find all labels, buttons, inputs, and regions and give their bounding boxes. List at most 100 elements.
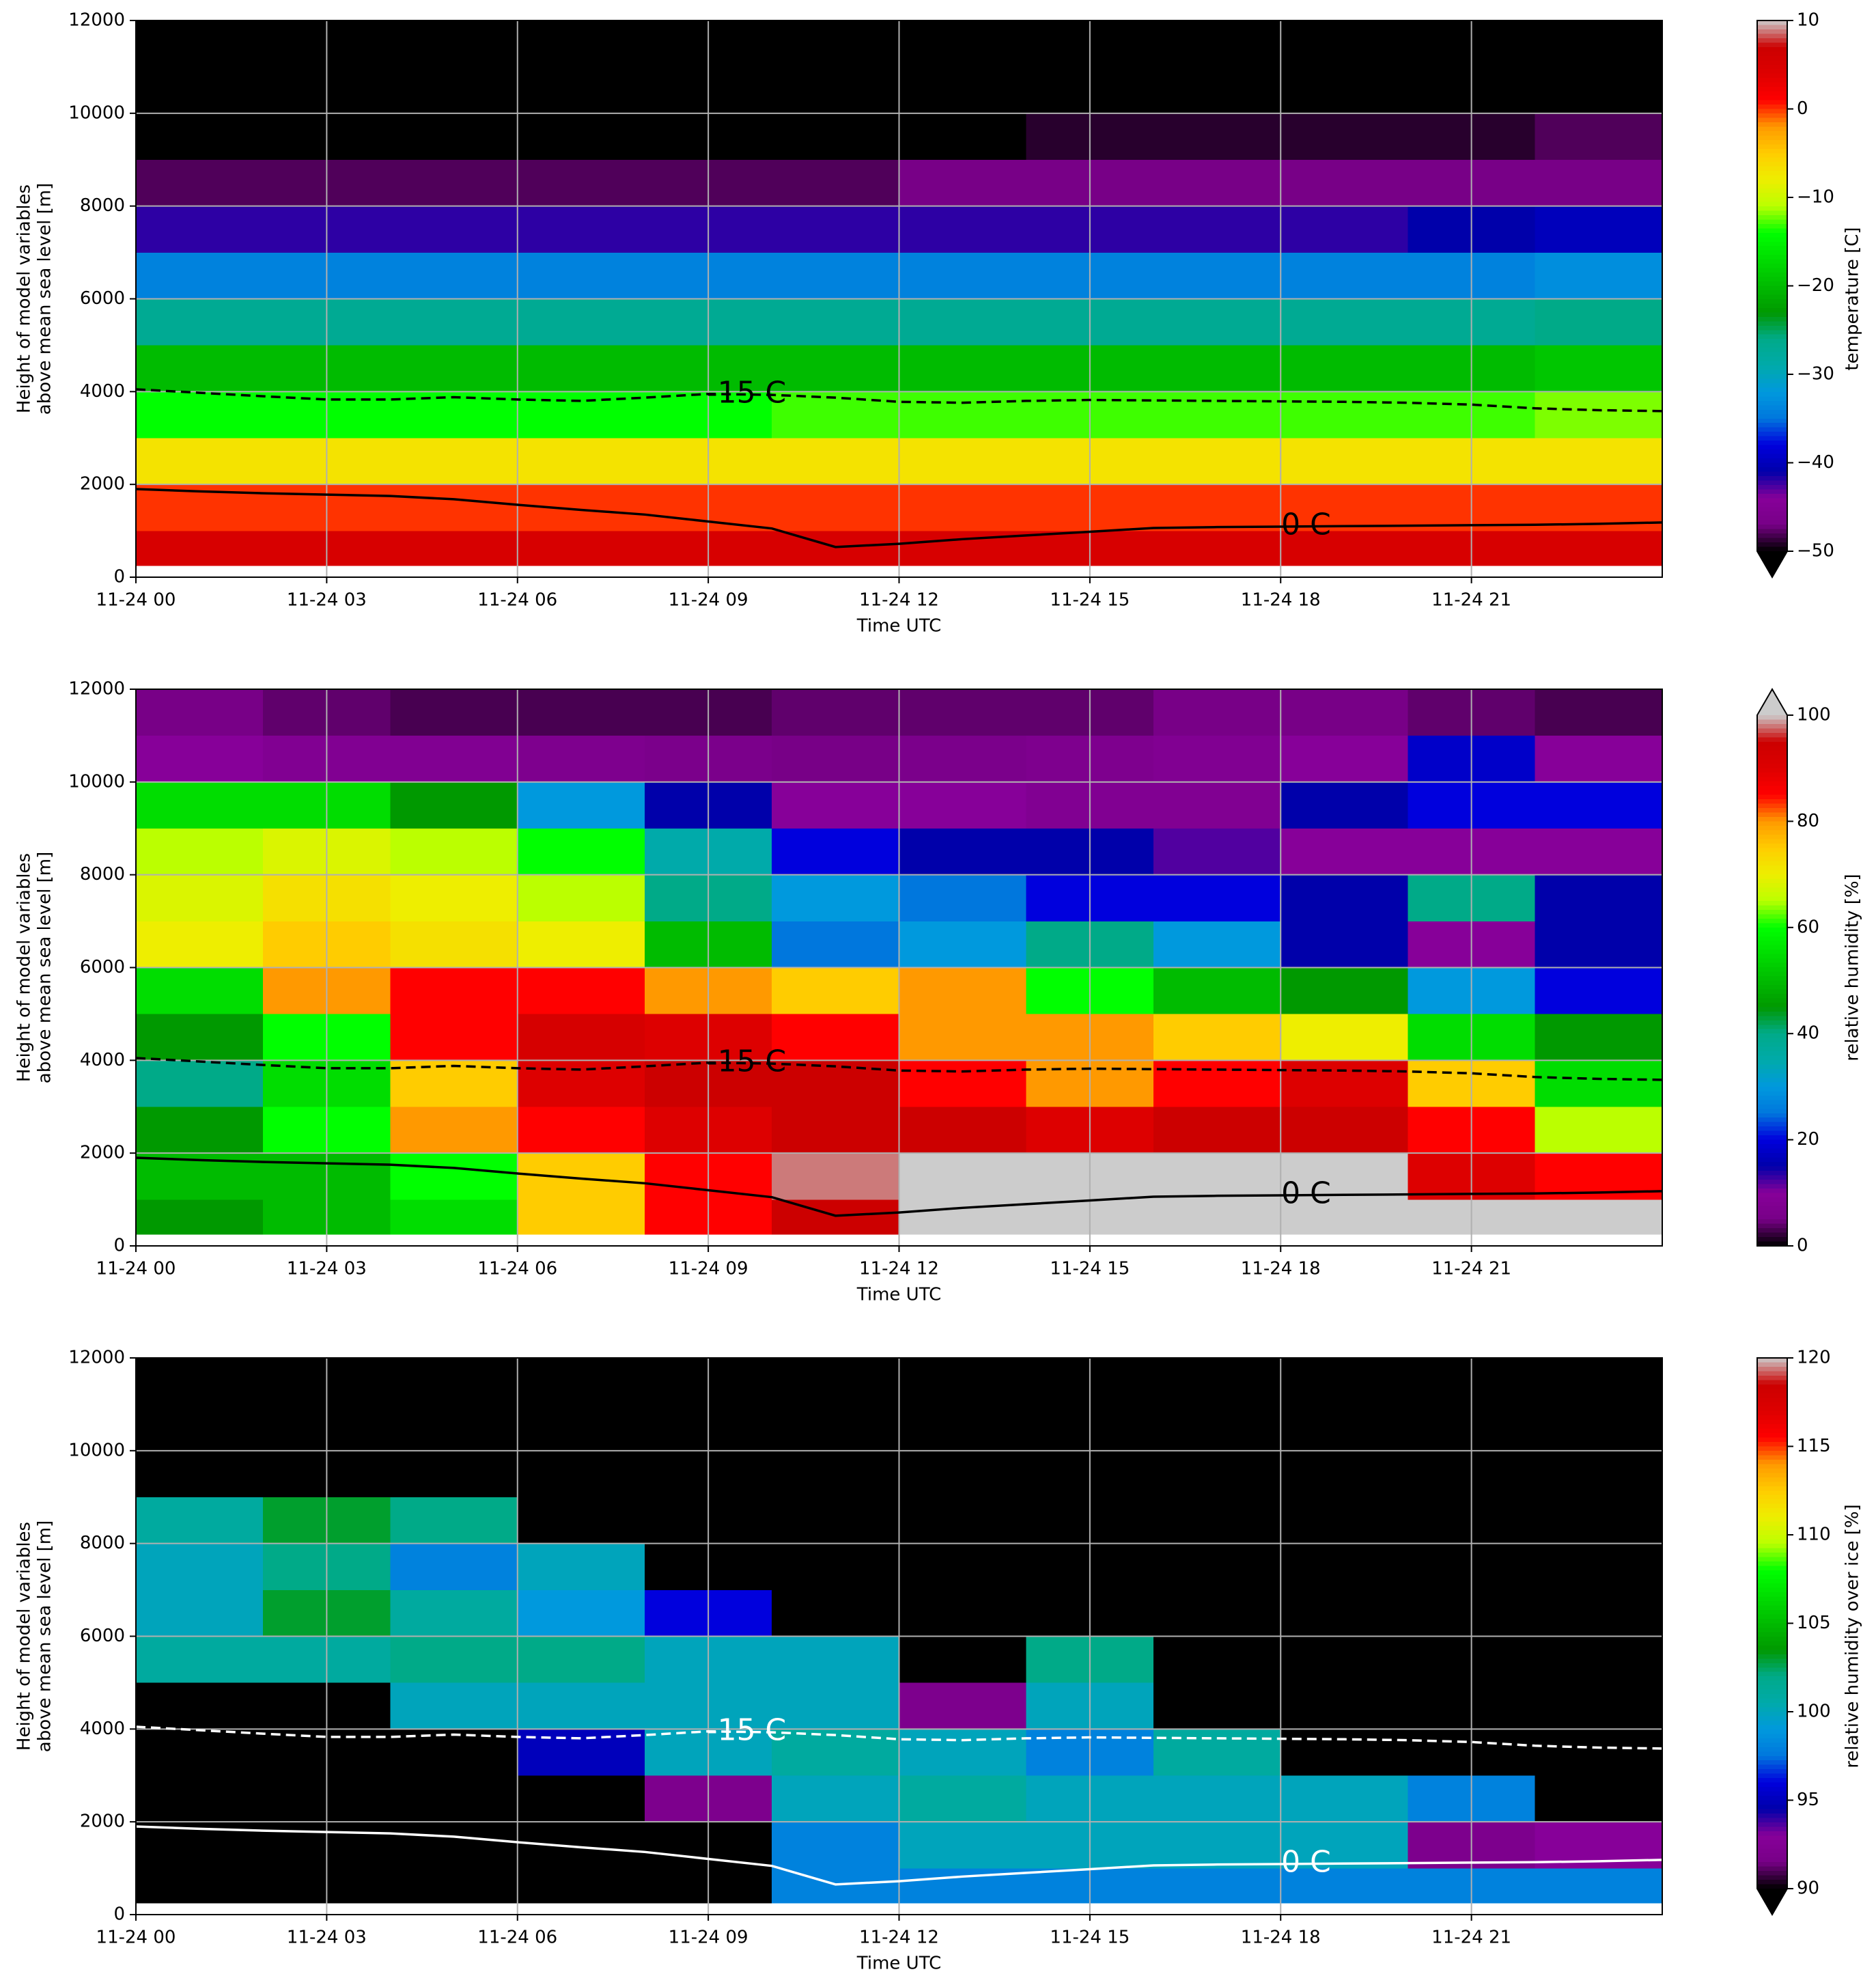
heatmap-cell (1280, 1404, 1408, 1451)
colorbar-segment (1757, 1778, 1787, 1783)
heatmap-cell (390, 1357, 518, 1405)
colorbar-segment (1757, 1206, 1787, 1211)
heatmap-cell (517, 1450, 645, 1497)
colorbar-segment (1757, 887, 1787, 893)
colorbar-segment (1757, 1579, 1787, 1584)
colorbar-segment (1757, 1862, 1787, 1867)
colorbar-segment (1757, 865, 1787, 871)
colorbar-segment (1757, 1201, 1787, 1207)
colorbar-segment (1757, 1095, 1787, 1100)
heatmap-cell (135, 438, 264, 485)
heatmap-cell (772, 66, 899, 114)
heatmap-cell (1280, 921, 1408, 968)
colorbar-segment (1757, 1464, 1787, 1469)
colorbar-segment (1757, 91, 1787, 96)
heatmap-cell (1153, 1152, 1281, 1200)
colorbar-segment (1757, 1791, 1787, 1796)
colorbar-tick-label: 100 (1797, 1701, 1831, 1722)
colorbar-segment (1757, 130, 1787, 136)
heatmap-cell (899, 1014, 1026, 1061)
heatmap-cell (135, 1729, 264, 1776)
y-tick-label: 4000 (80, 381, 125, 402)
x-tick-label: 11-24 00 (96, 1928, 176, 1948)
heatmap-cell (772, 1775, 899, 1822)
heatmap-cell (517, 252, 645, 299)
heatmap-cell (390, 967, 518, 1014)
colorbar-segment (1757, 1197, 1787, 1202)
heatmap-cell (1535, 874, 1663, 921)
heatmap-cell (1153, 1450, 1281, 1497)
colorbar-segment (1757, 1016, 1787, 1021)
heatmap-cell (899, 967, 1026, 1014)
heatmap-cell (1280, 345, 1408, 392)
colorbar-segment (1757, 1835, 1787, 1841)
heatmap-cell (390, 20, 518, 68)
colorbar-segment (1757, 202, 1787, 207)
heatmap-cell (390, 689, 518, 736)
heatmap-cell (772, 1152, 899, 1200)
heatmap-cell (899, 1775, 1026, 1822)
colorbar-segment (1757, 1503, 1787, 1509)
y-tick-label: 12000 (68, 679, 125, 699)
axes-frame (135, 1357, 1663, 1915)
colorbar-segment (1757, 144, 1787, 150)
colorbar-tick-label: −20 (1797, 275, 1834, 296)
colorbar-segment (1757, 1358, 1787, 1363)
colorbar-segment (1757, 932, 1787, 937)
heatmap-cell (1153, 828, 1281, 875)
colorbar-segment (1757, 210, 1787, 216)
colorbar-segment (1757, 816, 1787, 822)
heatmap-cell (135, 159, 264, 206)
heatmap-cell (1280, 1107, 1408, 1154)
colorbar-segment (1757, 1574, 1787, 1580)
heatmap-cell (772, 20, 899, 68)
panel: 11-24 00 11-24 03 11-24 06 11-24 09 11-24 12… (14, 679, 1863, 1305)
colorbar-segment (1757, 1223, 1787, 1229)
heatmap-cell (1535, 1729, 1663, 1776)
heatmap-cell (517, 1107, 645, 1154)
colorbar-segment (1757, 1433, 1787, 1439)
colorbar-segment (1757, 60, 1787, 66)
colorbar-segment (1757, 484, 1787, 490)
heatmap-cell (135, 1497, 264, 1544)
heatmap-cell (1535, 1357, 1663, 1405)
colorbar-segment (1757, 1610, 1787, 1615)
y-tick-label: 2000 (80, 1143, 125, 1163)
heatmap-cell (135, 530, 264, 566)
heatmap-cell (899, 1682, 1026, 1729)
colorbar-segment (1757, 1188, 1787, 1193)
y-tick-label: 10000 (68, 102, 125, 123)
heatmap-cell (1153, 66, 1281, 114)
colorbar-extend (1757, 689, 1787, 715)
heatmap-cell (1280, 1497, 1408, 1544)
colorbar-segment (1757, 1144, 1787, 1150)
heatmap-cell (899, 921, 1026, 968)
heatmap-cell (135, 1636, 264, 1683)
heatmap-cell (772, 967, 899, 1014)
colorbar-segment (1757, 1685, 1787, 1691)
x-tick-label: 11-24 15 (1050, 1928, 1130, 1948)
colorbar-segment (1757, 507, 1787, 512)
colorbar-segment (1757, 1077, 1787, 1083)
heatmap-cell (135, 1867, 264, 1904)
x-tick-label: 11-24 09 (669, 590, 748, 611)
colorbar-segment (1757, 290, 1787, 296)
colorbar-tick-label: 120 (1797, 1348, 1831, 1368)
heatmap-cell (899, 391, 1026, 439)
colorbar-segment (1757, 1237, 1787, 1242)
heatmap-cell (135, 1682, 264, 1729)
heatmap-cell (390, 1152, 518, 1200)
colorbar-segment (1757, 1495, 1787, 1500)
y-tick-label: 10000 (68, 1440, 125, 1460)
colorbar-segment (1757, 825, 1787, 831)
heatmap-cell (1280, 1014, 1408, 1061)
heatmap-cell (899, 874, 1026, 921)
heatmap-cell (772, 113, 899, 160)
colorbar-segment (1757, 1671, 1787, 1677)
heatmap-cell (1280, 159, 1408, 206)
colorbar-segment (1757, 794, 1787, 800)
heatmap-cell (1153, 1589, 1281, 1637)
colorbar-segment (1757, 1587, 1787, 1593)
colorbar-segment (1757, 162, 1787, 167)
colorbar-segment (1757, 1800, 1787, 1805)
